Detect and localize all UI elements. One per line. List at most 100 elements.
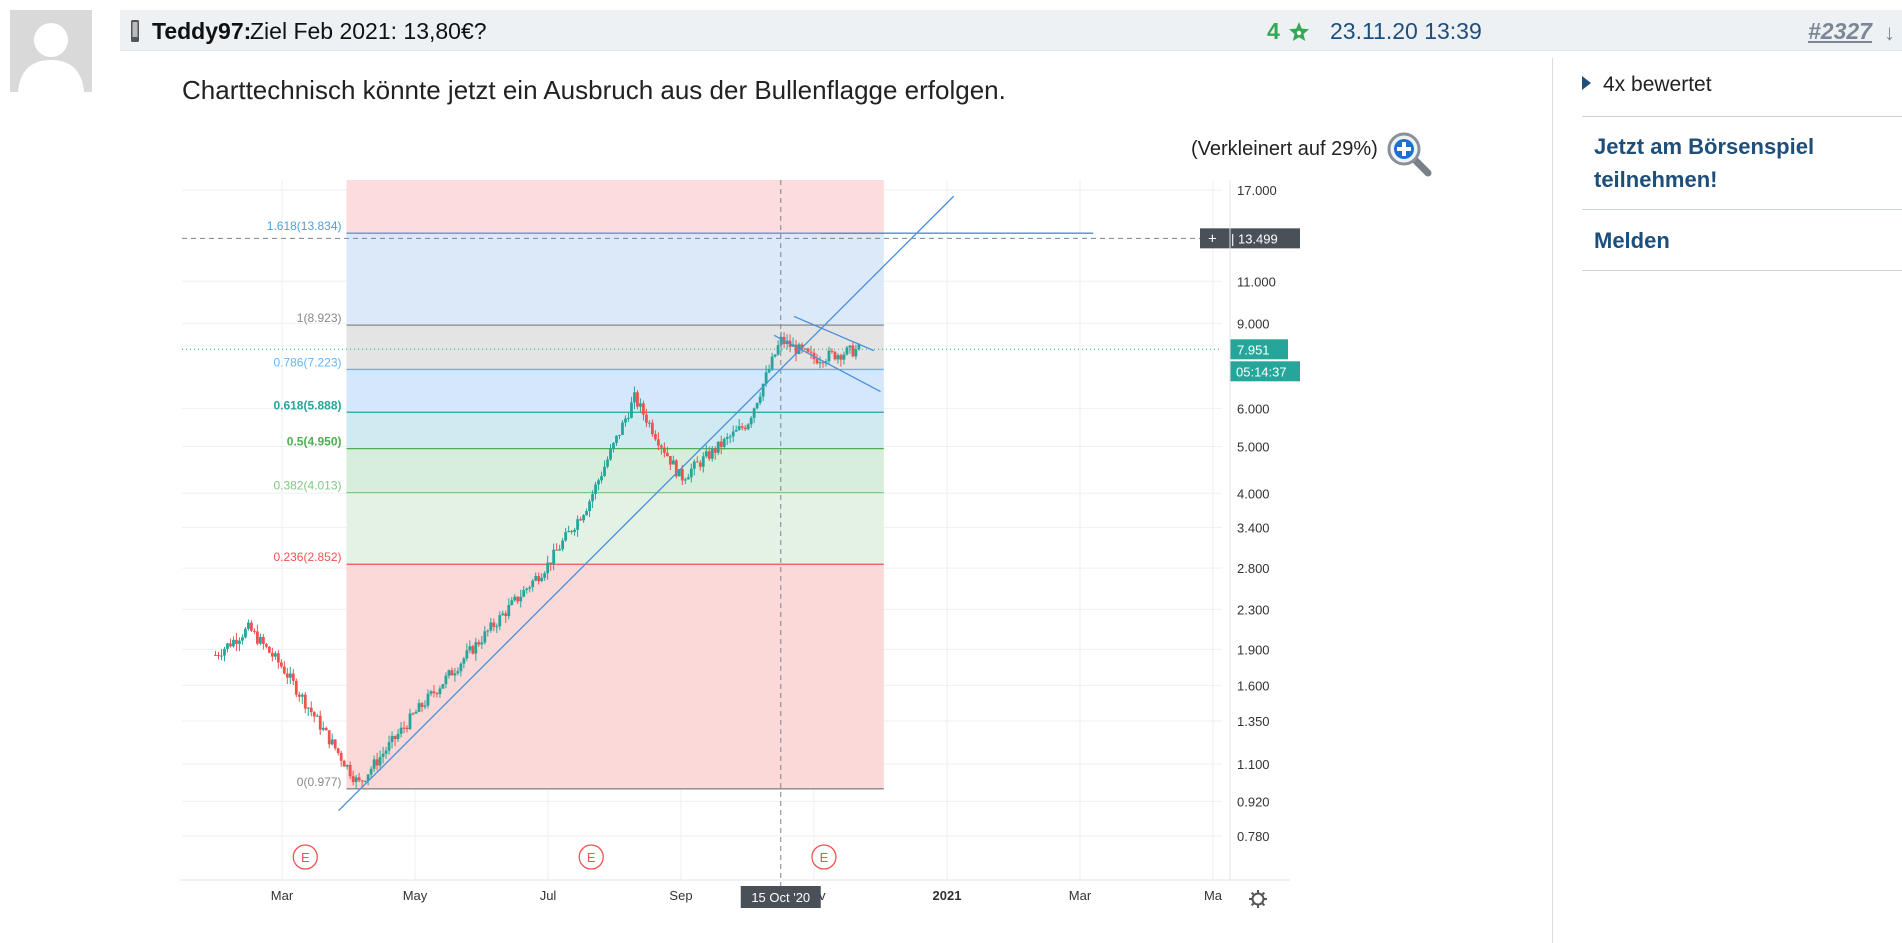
candle-body — [288, 673, 292, 678]
candle-body — [342, 760, 346, 767]
candle-body — [303, 694, 307, 709]
sidebar-separator — [1582, 116, 1902, 117]
gear-ring — [1251, 892, 1265, 906]
fib-zone — [346, 412, 884, 449]
candle-body — [612, 442, 615, 450]
candle-body — [522, 590, 526, 597]
x-tick-label: Ma — [1204, 888, 1223, 903]
rated-label: 4x bewertet — [1603, 73, 1712, 96]
arrow-down-icon[interactable]: ↓ — [1884, 20, 1895, 45]
candle-body — [695, 461, 699, 463]
y-tick-label: 0.920 — [1237, 794, 1270, 809]
candle-body — [220, 655, 223, 657]
candle-body — [255, 631, 259, 644]
candle-body — [618, 434, 621, 436]
candle-body — [779, 336, 783, 346]
y-tick-label: 1.600 — [1237, 678, 1270, 693]
candle-body — [531, 580, 535, 588]
candle-body — [821, 362, 825, 364]
candle-body — [818, 362, 822, 364]
x-tick-label: Mar — [1069, 888, 1092, 903]
sidebar-divider — [1552, 58, 1553, 943]
candle-body — [803, 348, 807, 350]
candle-body — [588, 501, 591, 512]
candle-body — [761, 383, 765, 397]
boersenspiel-link[interactable]: Jetzt am Börsenspiel teilnehmen! — [1594, 134, 1815, 192]
fib-label: 1(8.923) — [297, 311, 342, 325]
y-tick-label: 0.780 — [1237, 829, 1270, 844]
fib-zone — [346, 325, 884, 370]
candle-body — [752, 408, 756, 418]
candle-body — [743, 427, 747, 430]
countdown-label: 05:14:37 — [1236, 364, 1287, 379]
candle-body — [483, 631, 487, 643]
magnifier-plus-icon[interactable] — [1385, 130, 1433, 178]
earnings-marker-label: E — [820, 850, 829, 865]
y-tick-label: 6.000 — [1237, 401, 1270, 416]
candle-body — [297, 694, 301, 697]
post-timestamp: 23.11.20 13:39 — [1330, 18, 1482, 44]
post-number-link[interactable]: #2327 — [1808, 18, 1872, 44]
candle-body — [719, 441, 723, 447]
candle-body — [734, 429, 738, 432]
flag-lower-line — [773, 334, 881, 393]
candle-body — [441, 684, 445, 689]
candle-body — [582, 515, 585, 521]
candle-body — [423, 705, 427, 707]
candle-body — [468, 646, 472, 651]
candle-body — [405, 727, 409, 730]
candle-body — [223, 648, 226, 656]
candle-body — [387, 742, 391, 751]
rated-toggle[interactable]: 4x bewertet — [1582, 73, 1902, 97]
report-link[interactable]: Melden — [1594, 228, 1670, 253]
candle-body — [360, 780, 364, 782]
candle-body — [498, 615, 502, 627]
candle-body — [217, 655, 220, 657]
candle-body — [755, 402, 759, 409]
candle-body — [456, 671, 460, 674]
cursor-date-badge — [740, 886, 821, 908]
candle-body — [261, 636, 265, 644]
candle-body — [480, 642, 484, 645]
candle-body — [668, 456, 672, 465]
star-icon[interactable] — [1287, 20, 1311, 44]
candle-body — [390, 735, 394, 743]
author-name[interactable]: Teddy97: — [152, 18, 252, 44]
candle-body — [306, 707, 310, 709]
candle-body — [372, 759, 376, 769]
candle-body — [851, 345, 855, 357]
candle-body — [806, 348, 810, 352]
candle-body — [229, 643, 232, 647]
x-tick-label: 2021 — [933, 888, 962, 903]
candle-body — [420, 703, 424, 707]
candle-body — [698, 462, 702, 467]
avatar[interactable] — [10, 10, 92, 92]
candle-body — [633, 392, 636, 403]
candle-body — [315, 715, 319, 717]
candle-body — [402, 727, 406, 729]
candle-body — [253, 630, 256, 632]
trendline — [338, 195, 955, 812]
candle-body — [226, 643, 229, 649]
crosshair-price-label: | 13.499 — [1231, 231, 1278, 246]
candle-body — [510, 600, 514, 606]
y-tick-label: 1.900 — [1237, 642, 1270, 657]
candle-body — [767, 369, 771, 373]
candle-body — [330, 739, 334, 745]
price-chart[interactable]: 1.618(13.834) 1(8.923) 0.786(7.223) 0.618(5… — [180, 180, 1305, 910]
candle-body — [606, 459, 609, 467]
candle-body — [579, 519, 582, 521]
candle-body — [318, 715, 322, 730]
candle-body — [294, 680, 298, 695]
candle-body — [264, 643, 268, 647]
fib-label: 0(0.977) — [297, 775, 342, 789]
candle-body — [453, 673, 457, 676]
fib-label: 0.382(4.013) — [273, 479, 341, 493]
candle-body — [327, 730, 331, 745]
candle-body — [375, 759, 379, 766]
candle-body — [312, 712, 316, 717]
candle-body — [576, 519, 579, 530]
post-body: Charttechnisch könnte jetzt ein Ausbruch… — [182, 75, 1006, 105]
candle-body — [250, 622, 253, 631]
candle-body — [704, 451, 708, 457]
